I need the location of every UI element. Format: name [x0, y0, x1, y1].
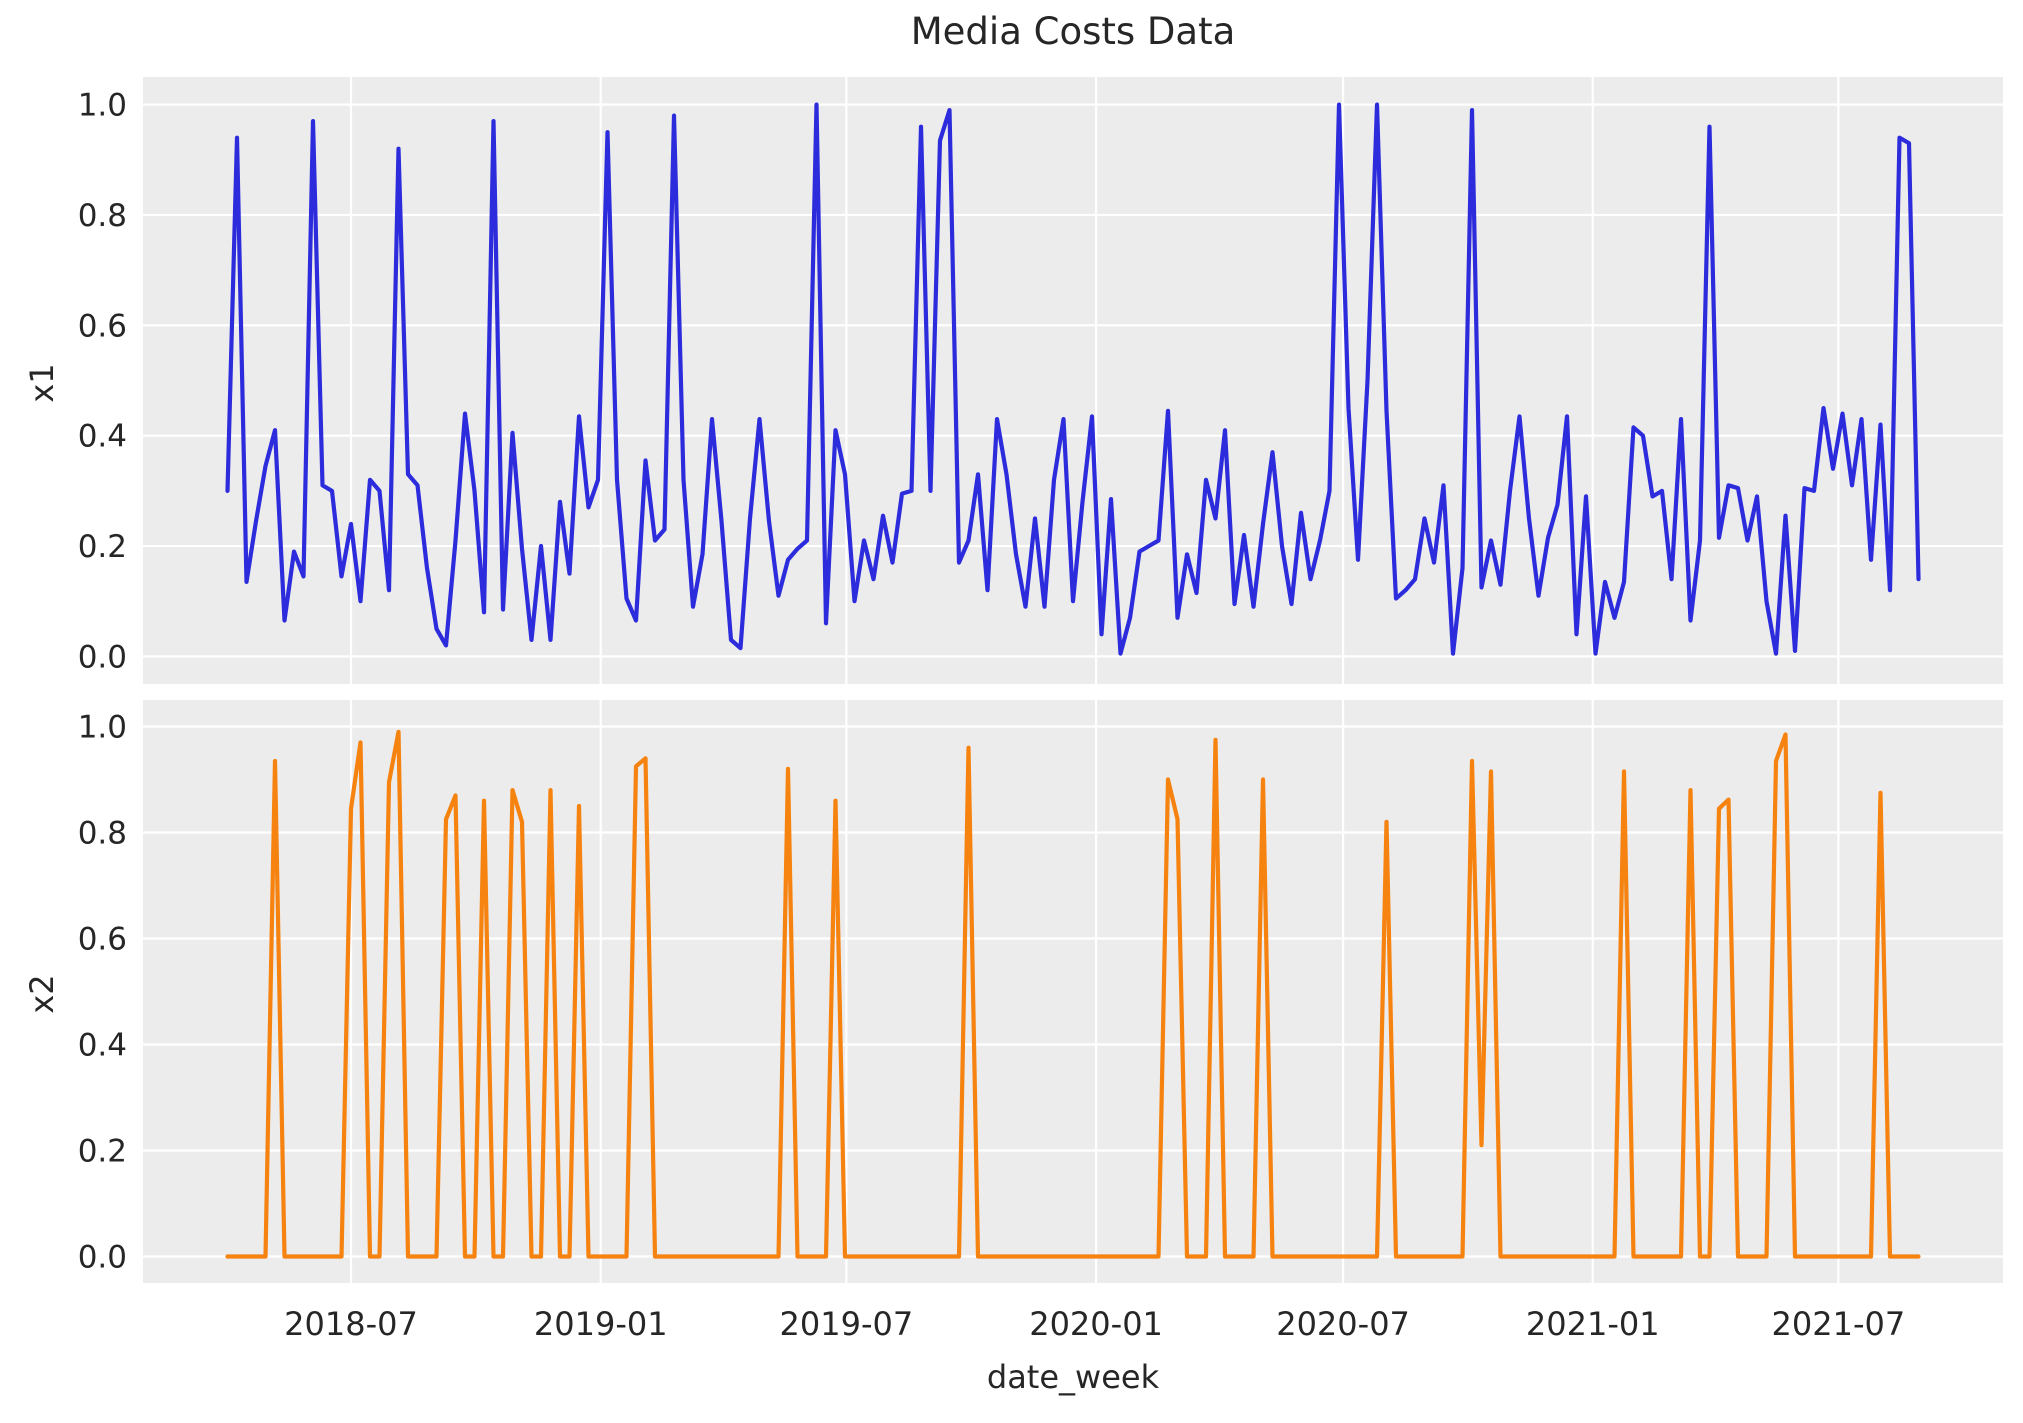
x-tick-label: 2019-07	[780, 1305, 914, 1343]
y-tick-label: 1.0	[78, 710, 127, 746]
y-axis-label-x2: x2	[23, 974, 61, 1014]
x-tick-label: 2018-07	[284, 1305, 418, 1343]
y-tick-label: 0.8	[78, 198, 127, 234]
y-tick-label: 0.4	[78, 1028, 127, 1064]
y-tick-label: 0.6	[78, 308, 127, 344]
y-tick-label: 0.0	[78, 639, 127, 675]
y-tick-label: 0.8	[78, 816, 127, 852]
x2-line	[225, 729, 1921, 1259]
y-tick-label: 0.4	[78, 419, 127, 455]
x-tick-label: 2021-01	[1526, 1305, 1660, 1343]
y-tick-label: 0.2	[78, 1134, 127, 1170]
x-tick-label: 2021-07	[1772, 1305, 1906, 1343]
y-tick-label: 0.0	[78, 1240, 127, 1276]
chart-title: Media Costs Data	[910, 10, 1236, 53]
y-tick-label: 1.0	[78, 88, 127, 124]
x-tick-label: 2020-01	[1029, 1305, 1163, 1343]
x1-line	[225, 102, 1921, 656]
y-tick-label: 0.2	[78, 529, 127, 565]
plot-background-x2	[143, 700, 2003, 1283]
x-axis-label: date_week	[986, 1358, 1160, 1396]
y-tick-label: 0.6	[78, 922, 127, 958]
y-axis-label-x1: x1	[23, 363, 61, 403]
x-tick-label: 2020-07	[1276, 1305, 1410, 1343]
x-tick-label: 2019-01	[534, 1305, 668, 1343]
